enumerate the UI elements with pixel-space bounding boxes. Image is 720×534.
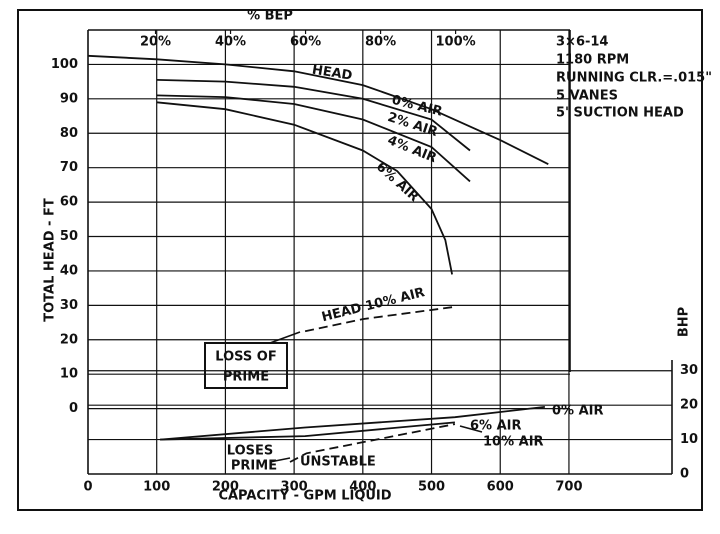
- annotation: 3×6-14: [556, 35, 608, 50]
- curve-label: 10% AIR: [483, 435, 544, 450]
- x-tick-label: 500: [418, 480, 445, 495]
- y-tick-label: 90: [60, 91, 78, 106]
- annotation: PRIME: [231, 459, 277, 474]
- curve: [289, 423, 456, 463]
- x-tick-label: 200: [212, 480, 239, 495]
- y-tick-label: 60: [60, 195, 78, 210]
- y-axis-label: TOTAL HEAD - FT: [43, 198, 58, 322]
- note-box: [204, 342, 288, 389]
- x-axis-label: CAPACITY - GPM LIQUID: [218, 489, 391, 504]
- annotation: LOSES: [227, 444, 273, 459]
- y-tick-label: 10: [60, 367, 78, 382]
- x2-axis-label: % BEP: [247, 9, 293, 24]
- annotation: 5 VANES: [556, 89, 618, 104]
- y-tick-label: 40: [60, 263, 78, 278]
- border: [17, 9, 703, 511]
- curve: [304, 306, 453, 333]
- curve: [160, 421, 455, 441]
- curve: [156, 101, 453, 275]
- curve-label: 6% AIR: [373, 159, 421, 205]
- x-tick-label: 300: [281, 480, 308, 495]
- annotation: HEAD: [311, 63, 354, 84]
- x2-tick-label: 20%: [140, 35, 171, 50]
- x2-tick-label: 40%: [215, 35, 246, 50]
- y2-tick-label: 10: [680, 432, 698, 447]
- x-tick-label: 700: [555, 480, 582, 495]
- y2-tick-label: 0: [680, 467, 689, 482]
- x-tick-label: 0: [83, 480, 92, 495]
- annotation: PRIME: [223, 370, 269, 385]
- curve: [87, 54, 549, 166]
- x-tick-label: 600: [487, 480, 514, 495]
- y-tick-label: 100: [51, 57, 78, 72]
- x2-tick-label: 60%: [290, 35, 321, 50]
- y2-tick-label: 20: [680, 398, 698, 413]
- y2-axis-label: BHP: [677, 307, 692, 337]
- x2-tick-label: 80%: [365, 35, 396, 50]
- annotation: 5' SUCTION HEAD: [556, 106, 684, 121]
- leader: [459, 425, 483, 433]
- leader: [269, 457, 291, 463]
- x-tick-label: 400: [349, 480, 376, 495]
- annotation: RUNNING CLR.=.015": [556, 71, 712, 86]
- x-tick-label: 100: [143, 480, 170, 495]
- curve: [160, 406, 546, 441]
- y-tick-label: 0: [69, 401, 78, 416]
- y-tick-label: 70: [60, 160, 78, 175]
- y-tick-label: 30: [60, 298, 78, 313]
- y2-tick-label: 30: [680, 363, 698, 378]
- x2-tick-label: 100%: [436, 35, 476, 50]
- curve-label: 0% AIR: [552, 404, 604, 419]
- annotation: LOSS OF: [215, 350, 276, 365]
- leader: [269, 331, 301, 344]
- y-tick-label: 50: [60, 229, 78, 244]
- annotation: UNSTABLE: [300, 455, 376, 470]
- y-tick-label: 80: [60, 126, 78, 141]
- y-tick-label: 20: [60, 332, 78, 347]
- annotation: 1180 RPM: [556, 53, 629, 68]
- curve-label: 6% AIR: [470, 419, 522, 434]
- curve: [156, 94, 471, 183]
- curve: [156, 79, 471, 152]
